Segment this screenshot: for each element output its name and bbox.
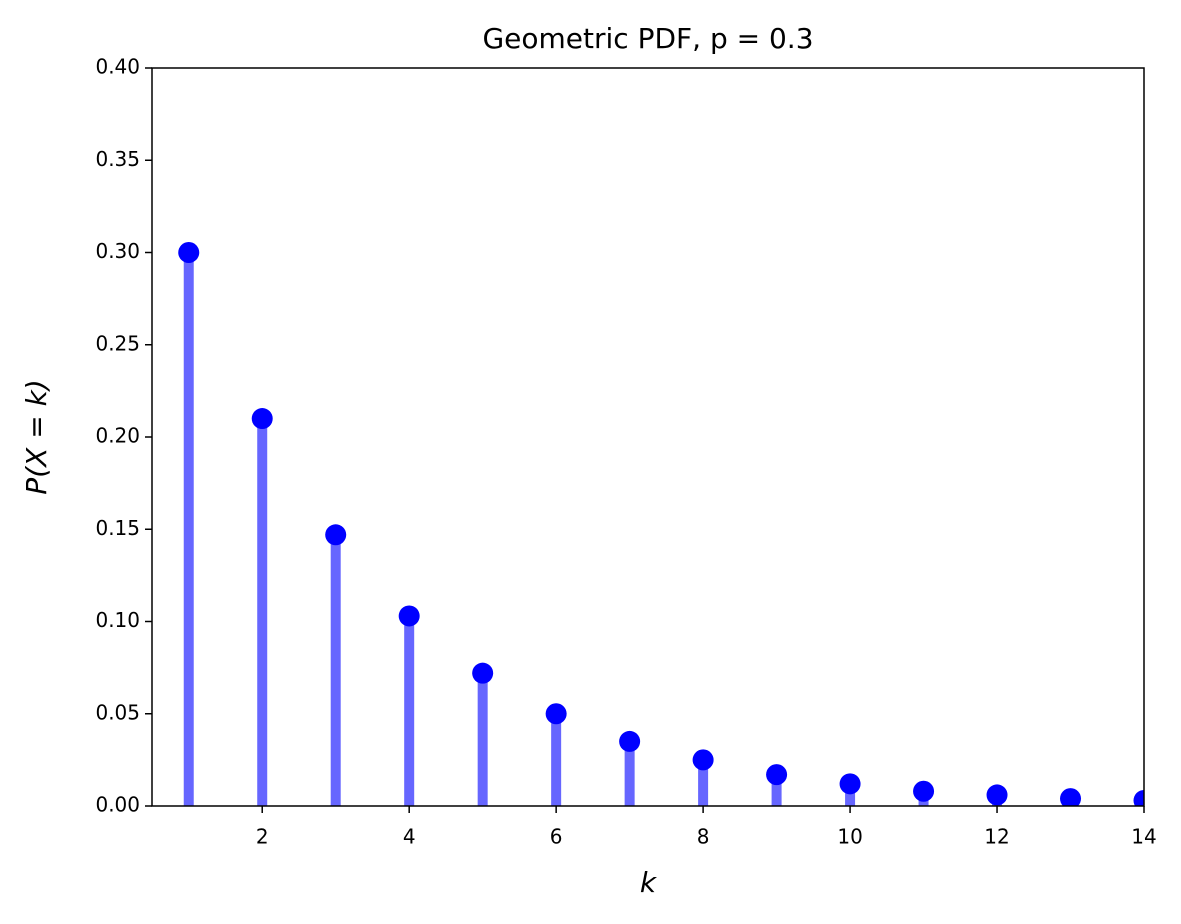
marker — [913, 780, 935, 802]
y-tick-label: 0.40 — [95, 55, 140, 79]
x-tick-label: 14 — [1131, 825, 1156, 849]
marker — [1060, 788, 1082, 806]
y-tick-label: 0.20 — [95, 424, 140, 448]
x-tick-label: 2 — [256, 825, 269, 849]
x-tick-label: 4 — [403, 825, 416, 849]
x-tick-label: 8 — [697, 825, 710, 849]
chart-title: Geometric PDF, p = 0.3 — [482, 22, 813, 55]
marker — [766, 764, 788, 786]
marker — [472, 662, 494, 684]
plot-frame — [151, 67, 1145, 807]
marker — [1133, 789, 1144, 806]
y-tick-label: 0.35 — [95, 147, 140, 171]
x-axis-label: k — [640, 866, 658, 899]
marker — [692, 749, 714, 771]
y-tick-label: 0.15 — [95, 516, 140, 540]
y-tick-label: 0.10 — [95, 608, 140, 632]
marker — [545, 703, 567, 725]
y-tick-label: 0.30 — [95, 239, 140, 263]
x-tick-label: 6 — [550, 825, 563, 849]
y-tick-label: 0.05 — [95, 700, 140, 724]
marker — [986, 784, 1008, 806]
x-tick-label: 10 — [837, 825, 862, 849]
marker — [178, 242, 200, 263]
marker — [251, 408, 273, 430]
y-tick-label: 0.25 — [95, 331, 140, 355]
marker — [325, 524, 347, 546]
marker — [839, 773, 861, 795]
x-tick-label: 12 — [984, 825, 1009, 849]
marker — [619, 730, 641, 752]
marker — [398, 605, 420, 627]
y-tick-label: 0.00 — [95, 793, 140, 817]
y-axis-label: P(X = k) — [20, 379, 53, 494]
